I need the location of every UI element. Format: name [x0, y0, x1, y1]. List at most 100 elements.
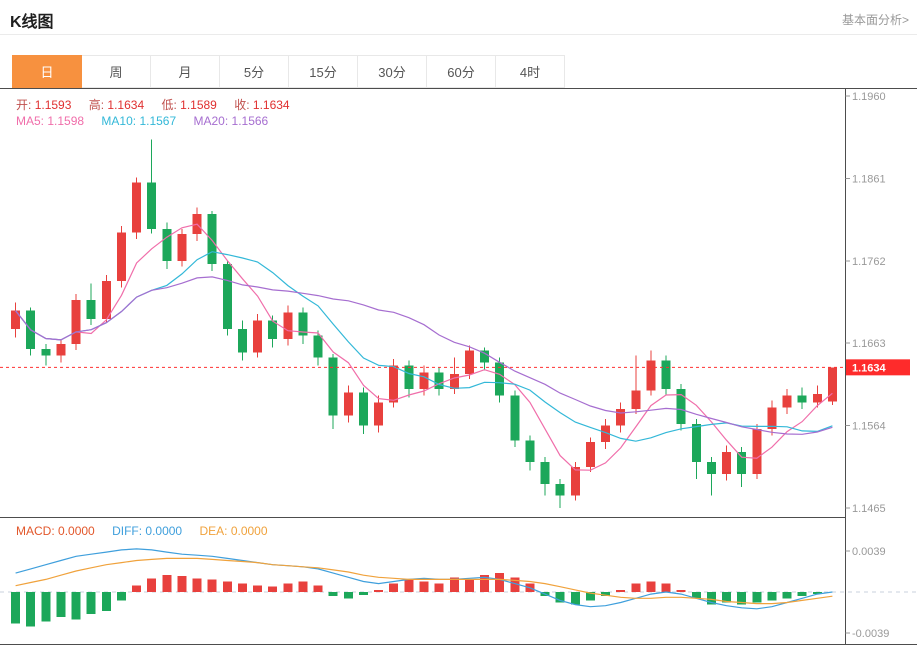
- ma-legend: MA5: 1.1598 MA10: 1.1567 MA20: 1.1566: [16, 114, 282, 128]
- candles: [11, 139, 837, 508]
- interval-tabbar: 日周月 5分 15分 30分 60分 4时: [12, 55, 565, 88]
- last-price-tag-text: 1.1634: [852, 362, 887, 374]
- macd-bar: [328, 592, 338, 597]
- macd-bar: [86, 592, 96, 615]
- macd-bar: [691, 592, 701, 599]
- tab-月[interactable]: 月: [150, 55, 220, 88]
- page-header: K线图 基本面分析>: [0, 0, 917, 35]
- macd-bar: [480, 575, 490, 592]
- candle-body: [41, 349, 51, 356]
- macd-bar: [253, 585, 263, 592]
- candle-body: [646, 360, 656, 391]
- candle-body: [631, 390, 641, 409]
- candle-body: [767, 407, 777, 429]
- candle-body: [510, 395, 520, 441]
- macd-bar: [555, 592, 565, 603]
- ohlc-open: 开: 1.1593: [16, 98, 72, 112]
- dea-value: DEA: 0.0000: [199, 524, 268, 538]
- candle-body: [313, 335, 323, 358]
- macd-bar: [767, 592, 777, 601]
- macd-bar: [41, 592, 51, 622]
- fundamental-analysis-link[interactable]: 基本面分析>: [841, 13, 909, 27]
- macd-tick-label: 0.0039: [852, 546, 886, 558]
- tab-5分[interactable]: 5分: [219, 55, 289, 88]
- macd-bar: [343, 592, 353, 599]
- macd-bar: [812, 592, 822, 595]
- candle-body: [676, 388, 686, 424]
- macd-bar: [570, 592, 580, 605]
- tab-日[interactable]: 日: [12, 55, 82, 88]
- macd-bar: [722, 592, 732, 603]
- tab-30分[interactable]: 30分: [357, 55, 427, 88]
- candle-body: [132, 182, 142, 233]
- price-tick-label: 1.1861: [852, 173, 886, 185]
- ohlc-legend: 开: 1.1593 高: 1.1634 低: 1.1589 收: 1.1634: [16, 96, 304, 113]
- macd-bar: [601, 592, 611, 597]
- candle-body: [11, 310, 21, 330]
- tab-15分[interactable]: 15分: [288, 55, 358, 88]
- macd-bar: [495, 573, 505, 592]
- tab-周[interactable]: 周: [81, 55, 151, 88]
- macd-bar: [71, 592, 81, 620]
- ohlc-high: 高: 1.1634: [88, 98, 145, 112]
- candle-body: [116, 232, 126, 281]
- candle-body: [722, 452, 732, 474]
- ma5-legend: MA5: 1.1598: [16, 114, 85, 128]
- macd-bar: [147, 578, 157, 592]
- tab-60分[interactable]: 60分: [426, 55, 496, 88]
- macd-bar: [706, 592, 716, 605]
- candle-body: [298, 312, 308, 336]
- macd-bar: [298, 581, 308, 592]
- candle-body: [752, 428, 762, 474]
- macd-bar: [676, 589, 686, 592]
- page-title: K线图: [10, 14, 54, 31]
- macd-bar: [283, 583, 293, 592]
- macd-bar: [268, 586, 278, 592]
- macd-bar: [116, 592, 126, 601]
- candle-body: [283, 312, 293, 340]
- macd-tick-label: -0.0039: [852, 628, 889, 640]
- candle-body: [812, 393, 822, 403]
- macd-bar: [434, 583, 444, 592]
- candle-body: [237, 329, 247, 353]
- macd-bar: [646, 581, 656, 592]
- macd-bar: [464, 579, 474, 592]
- ma5-line: [15, 223, 833, 471]
- candle-body: [343, 392, 353, 416]
- candle-body: [737, 452, 747, 474]
- candle-body: [555, 483, 565, 496]
- ma20-line: [15, 276, 833, 435]
- price-tick-label: 1.1960: [852, 91, 886, 103]
- candle-body: [207, 214, 217, 265]
- candle-body: [495, 362, 505, 396]
- candle-body: [404, 365, 414, 389]
- candle-body: [661, 360, 671, 389]
- diff-value: DIFF: 0.0000: [112, 524, 183, 538]
- candle-body: [691, 423, 701, 463]
- candle-body: [374, 402, 384, 426]
- macd-bar: [782, 592, 792, 599]
- candle-body: [480, 350, 490, 363]
- macd-chart[interactable]: 0.0039 -0.0039: [0, 518, 917, 651]
- candle-body: [419, 372, 429, 389]
- ma20-legend: MA20: 1.1566: [193, 114, 269, 128]
- candle-body: [147, 182, 157, 230]
- macd-bar: [207, 579, 217, 592]
- candle-body: [616, 408, 626, 426]
- macd-bar: [585, 592, 595, 601]
- price-tick-label: 1.1663: [852, 338, 886, 350]
- macd-bar: [389, 583, 399, 592]
- price-tick-label: 1.1465: [852, 503, 886, 515]
- ma10-line: [15, 251, 833, 442]
- macd-bar: [374, 589, 384, 592]
- macd-bar: [237, 583, 247, 592]
- tab-4时[interactable]: 4时: [495, 55, 565, 88]
- candle-body: [268, 320, 278, 340]
- macd-legend: MACD: 0.0000 DIFF: 0.0000 DEA: 0.0000: [16, 524, 282, 538]
- macd-bar: [101, 592, 111, 611]
- macd-bar: [449, 577, 459, 592]
- candle-body: [222, 264, 232, 330]
- candlestick-chart[interactable]: 1.1960 1.1861 1.1762 1.1663 1.1564 1.1465 1.16…: [0, 88, 917, 518]
- candle-body: [434, 372, 444, 389]
- macd-bar: [404, 579, 414, 592]
